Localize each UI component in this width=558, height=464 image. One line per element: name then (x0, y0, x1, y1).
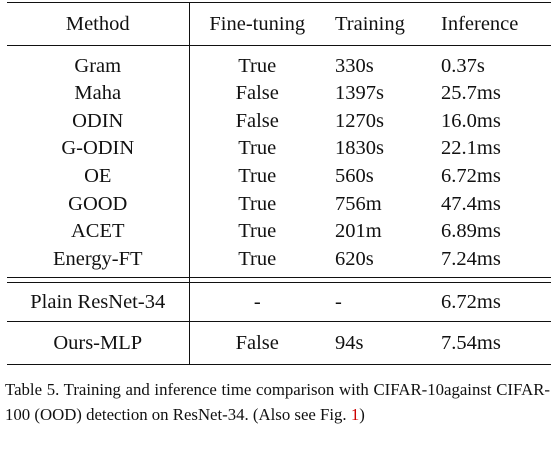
caption-tail: ) (359, 404, 365, 424)
cell-inference: 6.72ms (441, 164, 501, 187)
timing-comparison-table: Method Fine-tuning Training Inference Gr… (7, 2, 551, 365)
cell-training: 620s (335, 247, 374, 270)
cell-method: Plain ResNet-34 (7, 282, 190, 322)
table-row: Maha False 1397s 25.7ms (7, 79, 551, 108)
header-method: Method (7, 2, 190, 46)
table-row: G-ODIN True 1830s 22.1ms (7, 134, 551, 163)
cell-fine-tuning: True (238, 247, 277, 270)
header-inference: Inference (441, 12, 519, 35)
cell-inference: 25.7ms (441, 82, 501, 105)
header-fine-tuning: Fine-tuning (209, 12, 306, 35)
table-header-row: Method Fine-tuning Training Inference (7, 2, 551, 46)
cell-inference: 47.4ms (441, 192, 501, 215)
table-row: GOOD True 756m 47.4ms (7, 189, 551, 218)
baseline-row: Plain ResNet-34 - - 6.72ms (7, 282, 551, 322)
cell-inference: 22.1ms (441, 137, 501, 160)
cell-training: - (325, 282, 429, 322)
table-row: ACET True 201m 6.89ms (7, 217, 551, 246)
cell-method: GOOD (7, 189, 190, 218)
cell-method: Gram (7, 45, 190, 80)
table-row: ODIN False 1270s 16.0ms (7, 107, 551, 135)
cell-training: 330s (335, 54, 374, 77)
cell-inference: 7.54ms (429, 321, 551, 365)
cell-method: G-ODIN (7, 134, 190, 163)
cell-method: OE (7, 162, 190, 190)
timing-table-container: Method Fine-tuning Training Inference Gr… (7, 2, 551, 365)
table-caption: Table 5. Training and inference time com… (5, 378, 550, 427)
cell-fine-tuning: True (238, 192, 277, 215)
cell-training: 1270s (335, 109, 384, 132)
header-training: Training (335, 12, 405, 35)
ours-row: Ours-MLP False 94s 7.54ms (7, 321, 551, 365)
cell-fine-tuning: True (238, 220, 277, 243)
cell-training: 1830s (335, 137, 384, 160)
cell-inference: 16.0ms (441, 109, 501, 132)
cell-fine-tuning: - (189, 282, 325, 322)
cell-fine-tuning: True (238, 164, 277, 187)
cell-training: 560s (335, 164, 374, 187)
cell-method: Maha (7, 79, 190, 108)
cell-training: 756m (335, 192, 382, 215)
cell-fine-tuning: True (238, 54, 277, 77)
cell-training: 1397s (335, 82, 384, 105)
cell-method: Ours-MLP (7, 321, 190, 365)
cell-fine-tuning: False (235, 109, 279, 132)
cell-fine-tuning: True (238, 137, 277, 160)
cell-method: ACET (7, 217, 190, 246)
cell-inference: 0.37s (441, 54, 485, 77)
table-row: Energy-FT True 620s 7.24ms (7, 245, 551, 278)
table-row: Gram True 330s 0.37s (7, 45, 551, 80)
cell-method: ODIN (7, 107, 190, 135)
cell-fine-tuning: False (189, 321, 325, 365)
figure-reference-link[interactable]: 1 (350, 404, 360, 424)
cell-method: Energy-FT (7, 245, 190, 278)
cell-inference: 6.89ms (441, 220, 501, 243)
cell-training: 201m (335, 220, 382, 243)
table-row: OE True 560s 6.72ms (7, 162, 551, 190)
cell-fine-tuning: False (235, 82, 279, 105)
double-rule-divider (7, 276, 551, 283)
cell-inference: 7.24ms (441, 247, 501, 270)
cell-training: 94s (325, 321, 429, 365)
cell-inference: 6.72ms (429, 282, 551, 322)
caption-text: Table 5. Training and inference time com… (5, 380, 550, 424)
